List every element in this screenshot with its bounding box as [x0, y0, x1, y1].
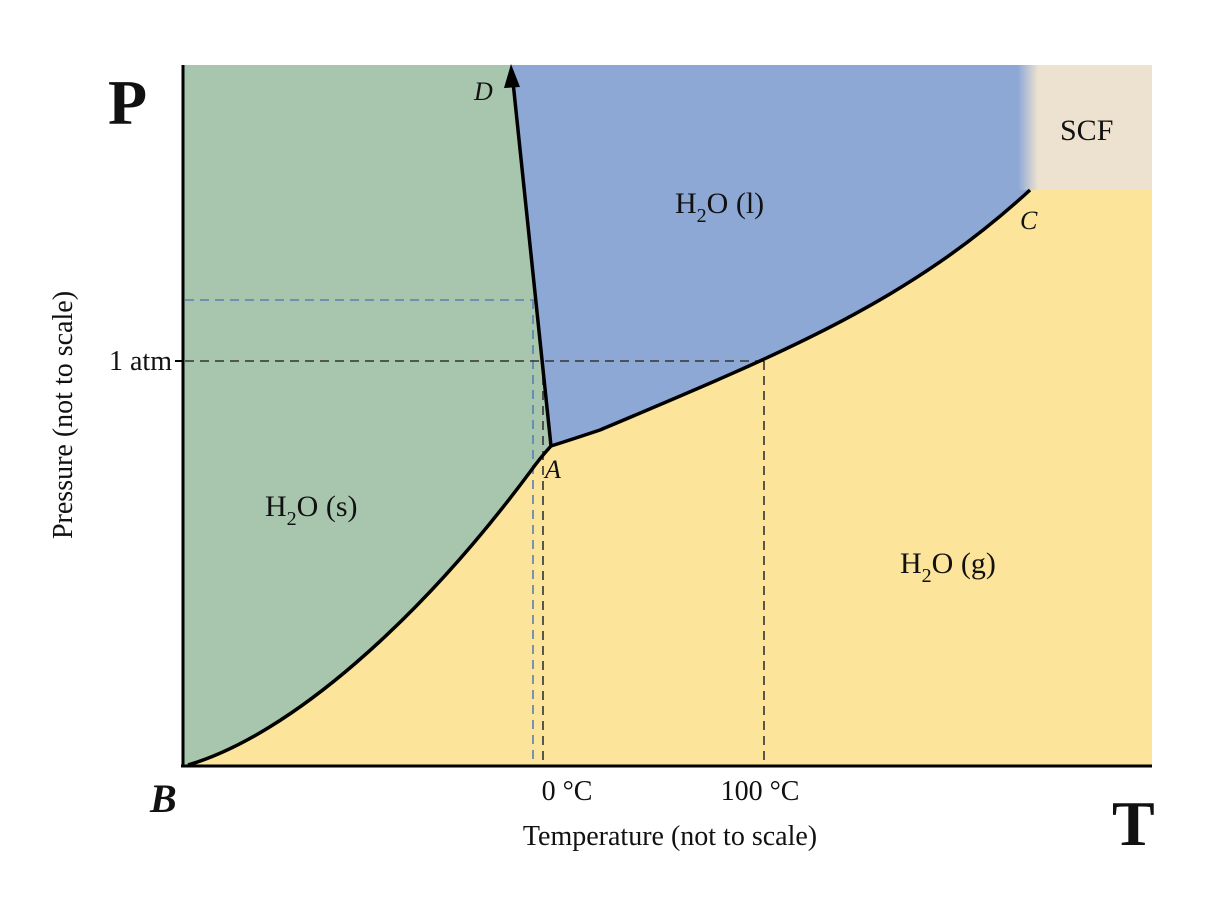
point-label-a: A [543, 455, 561, 484]
y-axis-title: Pressure (not to scale) [48, 291, 79, 539]
fusion-arrowhead [504, 64, 520, 88]
scf-region [1030, 65, 1152, 190]
x-tick-label-100c: 100 °C [721, 776, 800, 807]
liquid-region [510, 65, 1030, 446]
x-tick-label-0c: 0 °C [542, 776, 593, 807]
fusion-curve [511, 81, 553, 447]
point-label-c: C [1020, 206, 1038, 235]
solid-region [183, 65, 551, 765]
scf-blend [1018, 65, 1038, 190]
region-label-scf: SCF [1060, 114, 1113, 147]
x-axis-title: Temperature (not to scale) [523, 821, 817, 852]
vaporization-curve [550, 188, 1032, 448]
point-label-d: D [473, 77, 493, 106]
region-label-solid: H2O (s) [265, 490, 358, 530]
pressure-symbol: P [108, 67, 147, 138]
point-label-b: B [149, 776, 177, 821]
temperature-symbol: T [1112, 788, 1155, 859]
y-tick-label-1atm: 1 atm [109, 346, 172, 377]
sublimation-curve [187, 444, 553, 767]
region-label-gas: H2O (g) [900, 547, 996, 587]
region-label-liquid: H2O (l) [675, 187, 764, 227]
